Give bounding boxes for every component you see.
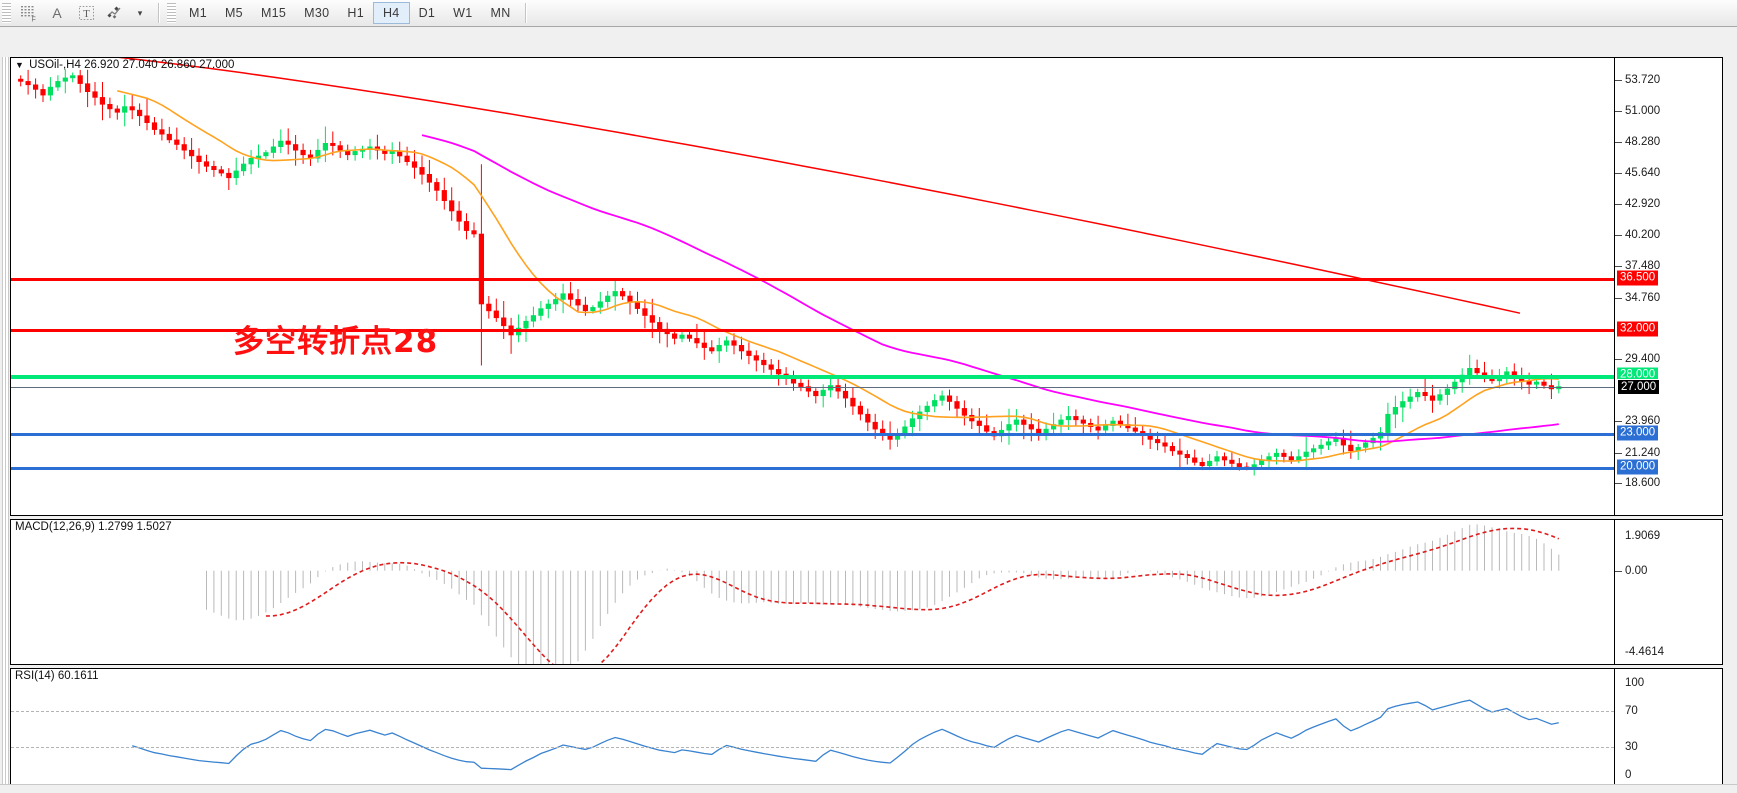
- price-candles-svg: [18, 58, 1562, 476]
- price-tick-label: 42.920: [1625, 197, 1661, 210]
- price-level-badge-36.500[interactable]: 36.500: [1617, 270, 1659, 286]
- price-tick-label: 48.280: [1625, 136, 1661, 149]
- font-icon[interactable]: A: [43, 1, 71, 25]
- price-tick-label: 53.720: [1625, 74, 1661, 86]
- svg-text:F: F: [32, 17, 36, 23]
- timeframe-w1[interactable]: W1: [453, 6, 473, 20]
- macd-tick-label: 0.00: [1625, 564, 1648, 577]
- macd-plot[interactable]: [11, 520, 1614, 664]
- toolbar-divider-right: [524, 3, 527, 23]
- dropdown-arrow-icon[interactable]: ▾: [127, 1, 153, 25]
- indicators-icon[interactable]: [101, 1, 127, 25]
- timeframe-d1[interactable]: D1: [418, 6, 436, 20]
- rsi-level-line-70: [11, 710, 1614, 712]
- toolbar-divider: [158, 3, 160, 23]
- timeframe-m15[interactable]: M15: [260, 6, 287, 20]
- price-tick-label: 18.600: [1625, 477, 1661, 489]
- price-level-badge-20.000[interactable]: 20.000: [1617, 459, 1659, 475]
- price-tick-label: 45.640: [1625, 166, 1661, 179]
- price-plot[interactable]: 多空转折点28: [11, 58, 1614, 515]
- price-tick-label: 29.400: [1625, 353, 1661, 366]
- macd-tick-label: -4.4614: [1625, 646, 1665, 658]
- timeframe-m30[interactable]: M30: [304, 6, 330, 20]
- chart-area: ▼ USOil-,H4 26.920 27.040 26.860 27.000 …: [0, 27, 1737, 793]
- font-icon-glyph: A: [52, 5, 62, 21]
- price-tick-label: 51.000: [1625, 105, 1661, 118]
- price-level-line-20.000[interactable]: [11, 466, 1614, 470]
- pane-collapse-caret-icon[interactable]: ▼: [15, 60, 24, 70]
- status-bar: [0, 784, 1737, 793]
- toolbar-grip[interactable]: [2, 3, 11, 23]
- rsi-tick-label: 0: [1625, 769, 1632, 781]
- price-tick-label: 34.760: [1625, 291, 1661, 304]
- price-level-line-36.500[interactable]: [11, 277, 1614, 281]
- price-level-badge-23.000[interactable]: 23.000: [1617, 425, 1659, 440]
- price-pane-label-text: USOil-,H4 26.920 27.040 26.860 27.000: [29, 59, 235, 71]
- price-axis[interactable]: 53.720 51.000 48.280 45.640 42.920 40.200 37.4…: [1614, 58, 1722, 515]
- price-tick-label: 37.480: [1625, 260, 1661, 273]
- price-level-line-28.000[interactable]: [11, 375, 1614, 380]
- price-level-badge-32.000[interactable]: 32.000: [1617, 321, 1659, 337]
- price-tick-label: 23.960: [1625, 415, 1661, 428]
- timeframe-h4[interactable]: H4: [372, 2, 410, 24]
- rsi-pane-label: RSI(14) 60.1611: [15, 670, 99, 682]
- timeframe-mn[interactable]: MN: [490, 6, 511, 20]
- rsi-tick-label: 30: [1625, 741, 1638, 754]
- price-pane[interactable]: ▼ USOil-,H4 26.920 27.040 26.860 27.000 …: [10, 57, 1723, 516]
- price-tick-label: 40.200: [1625, 229, 1661, 242]
- rsi-tick-label: 100: [1625, 677, 1645, 689]
- macd-pane-label: MACD(12,26,9) 1.2799 1.5027: [15, 521, 172, 533]
- grid-f-icon[interactable]: F: [15, 1, 43, 25]
- timeframe-m1[interactable]: M1: [189, 6, 207, 20]
- macd-pane[interactable]: MACD(12,26,9) 1.2799 1.5027 1.9069 0.00 -4…: [10, 519, 1723, 665]
- dropdown-arrow-glyph: ▾: [137, 7, 143, 18]
- macd-axis[interactable]: 1.9069 0.00 -4.4614: [1614, 520, 1722, 664]
- rsi-tick-label: 70: [1625, 704, 1638, 717]
- rsi-svg: [132, 699, 1559, 771]
- timeframe-h1[interactable]: H1: [347, 6, 364, 20]
- rsi-axis[interactable]: 100 70 30 0: [1614, 669, 1722, 787]
- text-object-icon[interactable]: T: [71, 1, 101, 25]
- timeframe-toolbar-grip[interactable]: [167, 3, 176, 23]
- timeframe-m5[interactable]: M5: [224, 6, 243, 20]
- price-level-line-23.000[interactable]: [11, 432, 1614, 436]
- price-level-badge-27.000[interactable]: 27.000: [1617, 378, 1661, 395]
- price-level-line-32.000[interactable]: [11, 329, 1614, 333]
- price-tick-label: 21.240: [1625, 446, 1661, 459]
- price-level-line-27.000[interactable]: [11, 386, 1614, 388]
- macd-tick-label: 1.9069: [1625, 530, 1661, 542]
- rsi-level-line-30: [11, 747, 1614, 749]
- rsi-pane[interactable]: RSI(14) 60.1611 100 70 30 0: [10, 668, 1723, 788]
- chart-annotation-text[interactable]: 多空转折点28: [233, 324, 439, 360]
- chart-left-grip[interactable]: [2, 57, 9, 787]
- price-pane-label: ▼ USOil-,H4 26.920 27.040 26.860 27.000: [15, 59, 234, 71]
- main-toolbar: F A T ▾ M1 M5 M15 M30: [0, 0, 1737, 27]
- macd-svg: [206, 524, 1560, 664]
- svg-text:T: T: [83, 8, 90, 20]
- rsi-plot[interactable]: [11, 669, 1614, 787]
